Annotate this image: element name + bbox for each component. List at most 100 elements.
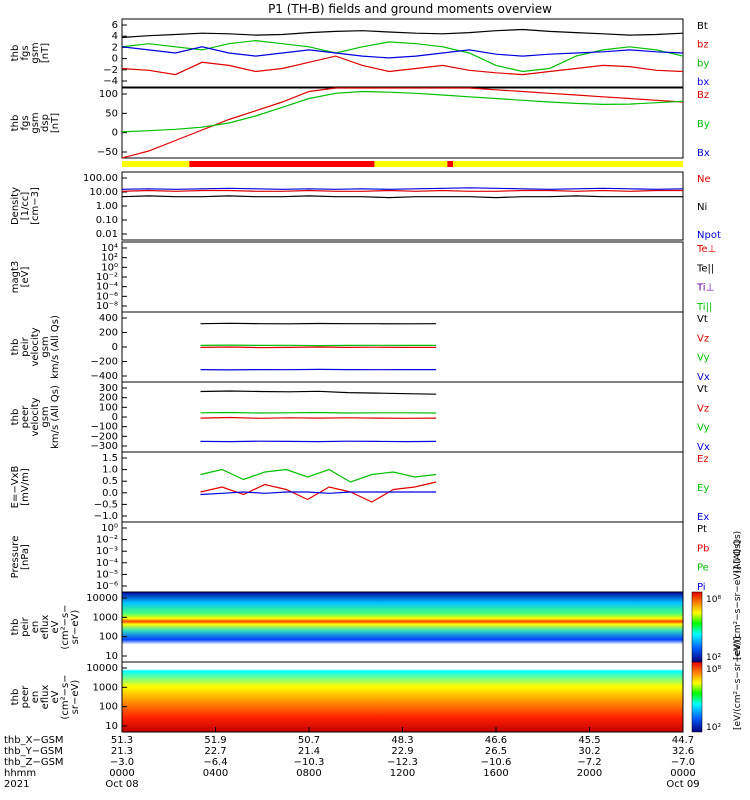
y-tick-label: 1.0 — [102, 465, 118, 476]
y-tick-label: 0.5 — [102, 476, 118, 487]
y-axis-label: Density — [10, 187, 21, 225]
colorbar-max-label: 10⁸ — [706, 595, 721, 605]
y-tick-label: 2 — [112, 42, 118, 53]
y-tick-label: −2 — [103, 65, 118, 76]
series-Vt — [200, 390, 437, 395]
legend-Pt: Pt — [697, 524, 707, 535]
chart-title: P1 (TH-B) fields and ground moments over… — [268, 2, 552, 16]
y-axis-label: eV — [50, 690, 61, 703]
series-Vz — [200, 416, 437, 419]
axis-row-value: 44.7 — [672, 735, 694, 746]
y-tick-label: 400 — [99, 313, 118, 324]
y-tick-label: 0.0 — [102, 488, 118, 499]
series-Ne — [121, 189, 683, 192]
y-tick-label: 0.01 — [96, 229, 118, 240]
y-tick-label: 10⁻² — [96, 535, 118, 546]
axis-row-value: 32.6 — [672, 746, 694, 757]
side-label: (All Qs) — [733, 541, 743, 574]
y-tick-label: 10⁴ — [101, 243, 118, 254]
legend-Ey: Ey — [697, 483, 709, 494]
y-axis-label: [1/cc] — [20, 192, 31, 221]
legend-Vx: Vx — [697, 372, 710, 383]
y-axis-label: thb — [10, 115, 21, 132]
quality-bar-segment — [189, 161, 375, 167]
legend-Ti⊥: Ti⊥ — [696, 283, 714, 294]
y-tick-label: −300 — [91, 441, 118, 452]
y-tick-label: 10 — [105, 721, 118, 732]
y-axis-label: thb — [10, 45, 21, 62]
legend-Vz: Vz — [697, 403, 709, 414]
quality-bar — [122, 161, 683, 167]
legend-Vt: Vt — [697, 384, 708, 395]
legend-Ex: Ex — [697, 512, 709, 523]
y-axis-label: [nPa] — [20, 544, 31, 570]
panel-fgs-gsm-model: 100 50 0 −50 thb fgs gsm dsp [nT] Bz By Bx — [10, 87, 710, 159]
y-axis-label: Pressure — [10, 536, 21, 579]
axis-row-value: 51.9 — [204, 735, 226, 746]
y-axis-label: (cm²−s− — [60, 604, 71, 649]
y-tick-label: 1000 — [93, 682, 118, 693]
y-axis-label: fgs — [20, 115, 31, 130]
y-tick-label: 10 — [105, 651, 118, 662]
y-tick-label: −0.5 — [94, 499, 118, 510]
spectrogram — [122, 662, 683, 732]
panel-frame — [121, 18, 684, 88]
y-axis-label: eflux — [40, 615, 51, 640]
y-tick-label: 4 — [112, 31, 118, 42]
y-axis-label: (cm²−s− — [60, 674, 71, 719]
y-axis-label: [mV/m] — [20, 468, 31, 506]
axis-row-value: 48.3 — [391, 735, 413, 746]
legend-Ne: Ne — [697, 174, 711, 185]
legend-Ni: Ni — [697, 202, 707, 213]
legend-Te||: Te|| — [696, 263, 714, 274]
y-tick-label: 100 — [99, 632, 118, 643]
series-Bz — [121, 87, 684, 159]
axis-row-label: thb_X−GSM — [4, 735, 64, 746]
y-axis-label: velocity — [30, 397, 41, 436]
y-axis-label: sr−eV) — [70, 680, 81, 715]
series-bx — [121, 46, 684, 59]
axis-row-value: 1600 — [483, 768, 508, 779]
legend-Pe: Pe — [697, 563, 709, 574]
axis-row-value: 0800 — [296, 768, 321, 779]
series-Vt — [200, 322, 437, 325]
y-tick-label: 10000 — [86, 593, 118, 604]
y-axis-label: peer — [20, 685, 31, 709]
axis-row-label: thb_Y−GSM — [4, 746, 63, 757]
y-tick-label: 10⁻² — [96, 272, 118, 283]
y-tick-label: 0.10 — [96, 215, 118, 226]
legend-Vt: Vt — [697, 314, 708, 325]
y-tick-label: 10.00 — [89, 187, 118, 198]
legend-bx: bx — [697, 77, 709, 88]
y-axis-label: en — [30, 691, 41, 704]
y-tick-label: 1.5 — [102, 453, 118, 464]
y-tick-label: 200 — [99, 328, 118, 339]
panel-e-field: 1.51.00.50.0−0.5−1.0 E=−VxB [mV/m] Ez Ey Ex — [10, 451, 709, 523]
legend-Te⊥: Te⊥ — [696, 244, 716, 255]
y-tick-label: 10² — [101, 253, 118, 264]
y-tick-label: 10⁻⁴ — [96, 558, 118, 569]
series-by — [121, 39, 684, 73]
series-By — [121, 90, 684, 133]
panel-density: 100.00 10.00 1.00 0.10 0.01 Density [1/cc] [cm−… — [10, 171, 721, 241]
axis-row-label: hhmm — [4, 768, 36, 779]
series-Npot — [121, 187, 684, 190]
series-Vy — [200, 411, 437, 414]
axis-row-value: −12.3 — [387, 757, 418, 768]
axis-row-value: 45.5 — [578, 735, 600, 746]
series-Vz — [200, 346, 437, 349]
axis-row-value: 30.2 — [578, 746, 600, 757]
y-axis-label: sr−eV) — [70, 610, 81, 645]
y-tick-label: 50 — [105, 108, 118, 119]
y-tick-label: −200 — [91, 431, 118, 442]
axis-row-value: −7.0 — [671, 757, 695, 768]
y-tick-label: 0 — [112, 342, 118, 353]
axis-row-value: 51.3 — [111, 735, 133, 746]
panel-frame — [121, 87, 684, 159]
y-tick-label: 10⁻⁴ — [96, 282, 118, 293]
axis-row-value: −10.6 — [481, 757, 512, 768]
axis-row-label: thb_Z−GSM — [4, 757, 64, 768]
